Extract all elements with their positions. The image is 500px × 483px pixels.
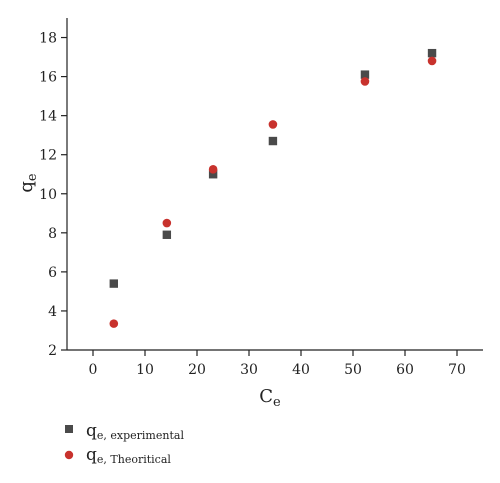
experimental-point: [360, 70, 370, 79]
theoritical-point: [162, 218, 172, 228]
legend-label-theoritical-subscript: e, Theoritical: [97, 453, 171, 466]
theoritical-point: [360, 77, 370, 86]
axes: [66, 18, 483, 351]
experimental-point: [162, 230, 172, 239]
x-axis-label: Ce: [259, 386, 281, 410]
x-tick-label: 0: [89, 362, 98, 378]
x-tick-label: 30: [240, 362, 258, 378]
y-tick-label: 16: [39, 70, 57, 86]
theoritical-point: [208, 165, 218, 174]
y-tick-label: 2: [48, 343, 57, 359]
y-tick-label: 10: [39, 187, 57, 203]
y-tick-label: 6: [48, 265, 57, 281]
x-tick-label: 60: [396, 362, 414, 378]
theoritical-point: [109, 319, 119, 328]
x-axis-label-subscript: e: [273, 395, 281, 410]
y-tick-label: 18: [39, 31, 57, 47]
legend-marker-theoritical: [64, 450, 74, 460]
experimental-point: [427, 48, 437, 58]
ticks: 0 10 20 30 40 50 60 70 2 4 6 8 10 12 14 16 18: [39, 31, 466, 378]
theoritical-point: [427, 56, 437, 66]
x-tick-label: 40: [292, 362, 310, 378]
legend-label-theoritical: qe, Theoritical: [86, 445, 171, 466]
x-tick-label: 20: [188, 362, 206, 378]
experimental-point: [109, 279, 118, 288]
y-tick-label: 12: [39, 148, 57, 164]
x-tick-label: 10: [136, 362, 154, 378]
legend-label-experimental: qe, experimental: [86, 421, 184, 442]
experimental-point: [268, 136, 278, 146]
x-tick-label: 50: [344, 362, 362, 378]
x-tick-label: 70: [448, 362, 466, 378]
y-tick-label: 14: [39, 109, 57, 125]
legend-marker-experimental: [65, 425, 73, 433]
y-tick-label: 4: [48, 304, 57, 320]
theoritical-point: [268, 120, 278, 129]
y-axis-label: qe: [16, 173, 40, 193]
data-points: [109, 48, 437, 328]
legend: qe, experimental qe, Theoritical: [64, 421, 184, 466]
experimental-point: [208, 170, 218, 179]
legend-label-experimental-subscript: e, experimental: [97, 429, 185, 442]
y-axis-label-subscript: e: [25, 173, 40, 181]
y-tick-label: 8: [48, 226, 57, 242]
